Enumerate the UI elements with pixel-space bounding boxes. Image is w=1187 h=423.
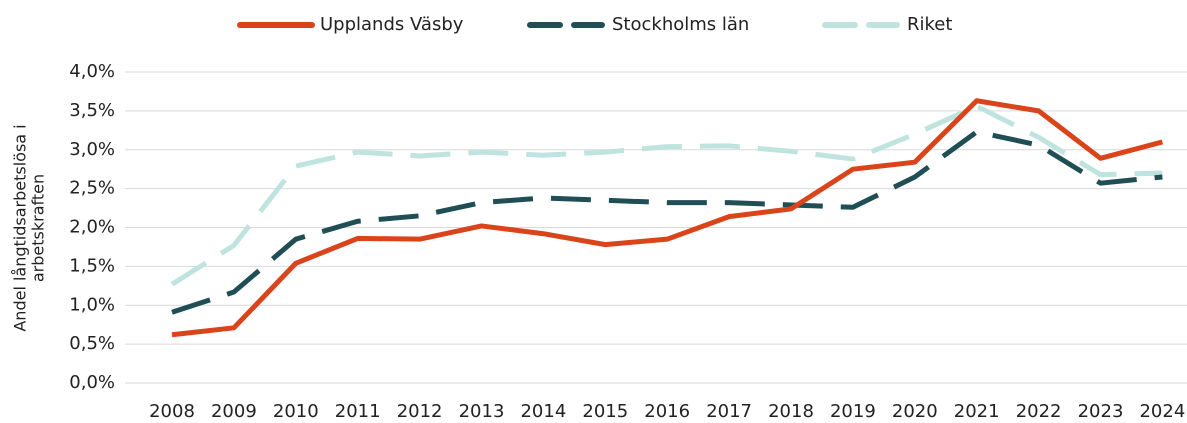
- x-tick-label: 2023: [1078, 401, 1124, 422]
- x-tick-label: 2016: [644, 401, 690, 422]
- y-tick-label: 2,5%: [69, 178, 115, 199]
- x-tick-label: 2013: [459, 401, 505, 422]
- x-tick-label: 2021: [954, 401, 1000, 422]
- y-tick-label: 2,0%: [69, 217, 115, 238]
- x-tick-label: 2024: [1139, 401, 1185, 422]
- y-tick-label: 1,0%: [69, 294, 115, 315]
- x-tick-label: 2019: [830, 401, 876, 422]
- legend-label: Riket: [907, 14, 952, 35]
- x-tick-label: 2012: [397, 401, 443, 422]
- x-tick-label: 2015: [582, 401, 628, 422]
- y-tick-label: 1,5%: [69, 255, 115, 276]
- y-label-line: arbetskraften: [29, 174, 48, 282]
- x-tick-label: 2017: [706, 401, 752, 422]
- x-tick-label: 2022: [1016, 401, 1062, 422]
- legend-label: Stockholms län: [612, 14, 749, 35]
- y-tick-label: 0,5%: [69, 333, 115, 354]
- series-line: [171, 98, 1164, 338]
- x-tick-label: 2008: [149, 401, 195, 422]
- y-label-line: Andel långtidsarbetslösa i: [11, 124, 30, 331]
- series-line: [171, 129, 1163, 315]
- y-tick-label: 0,0%: [69, 372, 115, 393]
- x-tick-label: 2011: [335, 401, 381, 422]
- x-tick-label: 2010: [273, 401, 319, 422]
- x-tick-label: 2014: [520, 401, 566, 422]
- y-axis-label: Andel långtidsarbetslösa i arbetskraften: [11, 124, 48, 331]
- series-line: [170, 103, 1163, 287]
- y-tick-label: 3,0%: [69, 139, 115, 160]
- y-tick-label: 4,0%: [69, 61, 115, 82]
- legend-label: Upplands Väsby: [320, 14, 464, 35]
- x-tick-label: 2009: [211, 401, 257, 422]
- x-tick-label: 2020: [892, 401, 938, 422]
- x-tick-label: 2018: [768, 401, 814, 422]
- y-tick-label: 3,5%: [69, 100, 115, 121]
